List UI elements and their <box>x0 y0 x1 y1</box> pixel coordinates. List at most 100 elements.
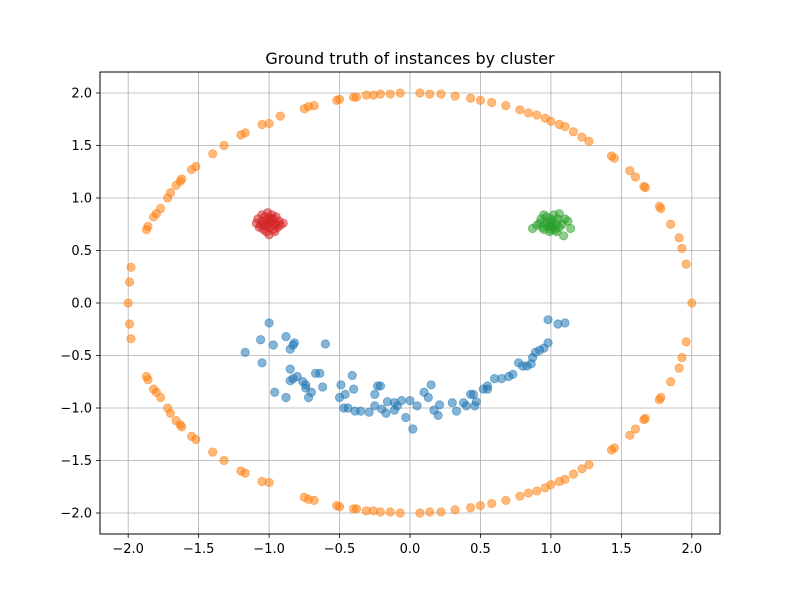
data-point <box>236 130 246 140</box>
data-point <box>339 403 349 413</box>
data-point <box>465 503 476 513</box>
data-point <box>584 136 594 146</box>
data-point <box>347 370 357 381</box>
data-point <box>526 359 536 369</box>
data-point <box>523 488 533 498</box>
data-point <box>165 408 176 418</box>
data-point <box>389 398 400 408</box>
data-point <box>163 193 173 203</box>
series-3 <box>240 315 570 434</box>
data-point <box>523 108 533 118</box>
data-point <box>395 88 405 98</box>
data-point <box>351 504 362 514</box>
data-point <box>475 95 486 105</box>
data-point <box>554 119 564 130</box>
data-point <box>219 455 229 466</box>
data-point <box>349 384 359 394</box>
data-point <box>370 389 380 399</box>
x-tick-label: 1.5 <box>611 542 632 557</box>
data-point <box>554 209 564 219</box>
data-point <box>546 218 556 228</box>
data-point <box>508 369 518 379</box>
chart-title: Ground truth of instances by cluster <box>265 49 555 68</box>
data-point <box>408 424 418 434</box>
data-point <box>256 335 266 345</box>
data-point <box>666 377 676 387</box>
data-point <box>320 339 331 349</box>
data-point <box>309 495 319 505</box>
data-point <box>143 375 153 385</box>
data-point <box>540 113 550 123</box>
data-point <box>356 406 366 416</box>
data-point <box>532 486 542 496</box>
data-point <box>268 340 278 350</box>
data-point <box>433 410 443 420</box>
data-point <box>471 397 481 407</box>
data-point <box>415 88 425 98</box>
data-point <box>264 477 274 488</box>
data-point <box>155 392 166 403</box>
series-2 <box>527 209 576 241</box>
data-point <box>640 413 650 424</box>
data-point <box>674 363 684 373</box>
data-point <box>385 507 395 517</box>
data-point <box>385 89 395 99</box>
data-point <box>375 381 386 391</box>
data-point <box>177 422 187 432</box>
data-point <box>126 262 136 272</box>
x-tick-label: 1.0 <box>541 542 562 557</box>
x-tick-label: −1.0 <box>253 542 285 557</box>
data-point <box>148 212 159 222</box>
data-point <box>515 491 525 501</box>
y-tick-label: 1.5 <box>71 139 92 154</box>
data-point <box>687 298 697 308</box>
data-point <box>606 151 617 161</box>
data-point <box>285 364 295 374</box>
data-point <box>361 90 371 100</box>
data-point <box>609 443 619 453</box>
data-point <box>577 464 587 474</box>
data-point <box>306 387 316 397</box>
data-point <box>334 502 345 512</box>
data-point <box>515 105 525 115</box>
data-point <box>425 89 435 99</box>
data-point <box>450 91 460 101</box>
data-point <box>425 507 435 517</box>
data-point <box>584 460 594 470</box>
data-point <box>630 424 641 434</box>
data-point <box>299 104 309 114</box>
y-tick-label: −0.5 <box>60 349 92 364</box>
data-point <box>141 224 152 235</box>
data-point <box>543 338 553 348</box>
data-point <box>288 373 298 384</box>
x-tick-label: −2.0 <box>112 542 144 557</box>
data-point <box>395 508 405 518</box>
data-point <box>461 401 471 411</box>
data-point <box>364 407 374 417</box>
data-point <box>405 396 415 406</box>
data-point <box>281 331 291 342</box>
data-point <box>257 119 267 130</box>
data-point <box>625 430 635 440</box>
data-point <box>340 389 350 399</box>
data-point <box>281 392 291 403</box>
data-point <box>423 392 433 403</box>
data-point <box>539 210 549 220</box>
data-point <box>447 398 457 408</box>
x-tick-label: −0.5 <box>324 542 356 557</box>
data-point <box>475 501 486 511</box>
x-axis: −2.0 −1.5 −1.0 −0.5 0.0 0.5 1.0 1.5 2.0 <box>112 534 702 557</box>
data-point <box>315 368 325 378</box>
data-point <box>666 219 676 229</box>
data-point <box>674 233 684 243</box>
data-point <box>401 412 411 423</box>
data-point <box>451 406 462 416</box>
data-point <box>546 480 556 490</box>
y-tick-label: 2.0 <box>71 87 92 102</box>
x-tick-label: 0.0 <box>400 542 421 557</box>
y-tick-label: 1.0 <box>71 192 92 207</box>
data-point <box>240 347 250 357</box>
data-point <box>639 181 649 192</box>
data-point <box>501 495 511 505</box>
